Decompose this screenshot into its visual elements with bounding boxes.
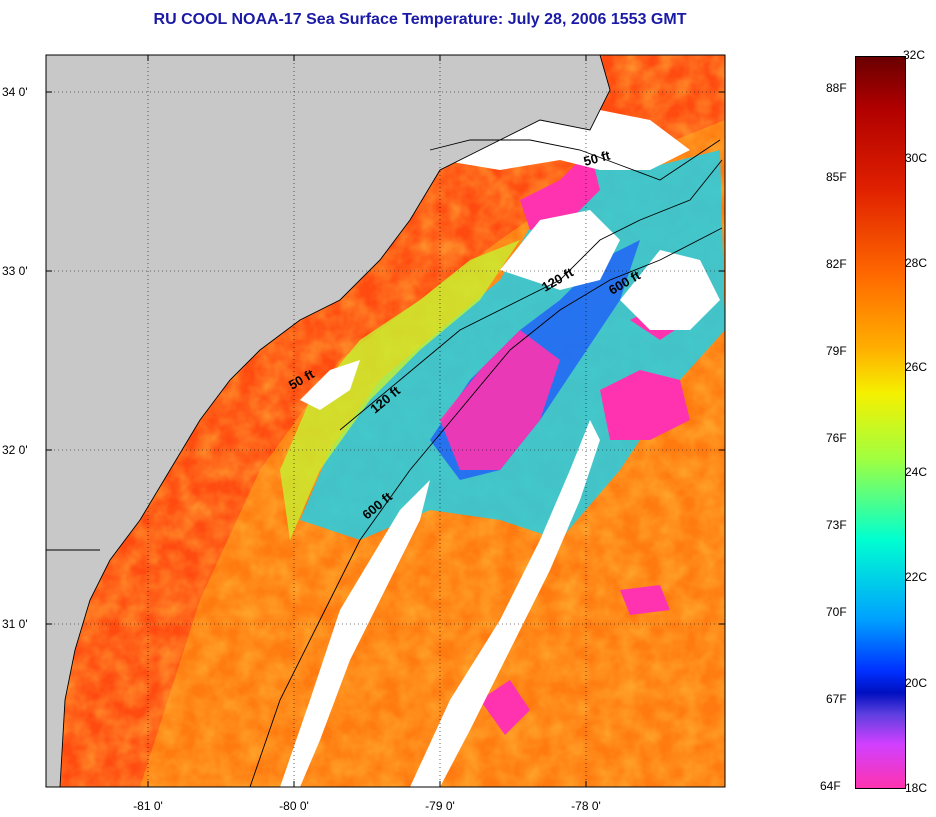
celsius-label: 30C <box>905 151 928 165</box>
latitude-label: 32 0' <box>2 443 28 457</box>
fahrenheit-label: 82F <box>826 257 847 271</box>
map-title: RU COOL NOAA-17 Sea Surface Temperature:… <box>153 11 687 28</box>
cloud-streak-long <box>410 420 600 787</box>
celsius-label: 32C <box>903 48 926 62</box>
longitude-label: -80 0' <box>279 799 309 813</box>
cold-patch-north <box>520 150 600 230</box>
isobath-120ft <box>339 159 723 431</box>
celsius-label: 26C <box>905 360 928 374</box>
cold-patch-south2 <box>620 585 670 615</box>
celsius-label: 20C <box>905 676 928 690</box>
isobath-50ft <box>429 139 721 181</box>
fahrenheit-label: 85F <box>826 170 847 184</box>
cloud-center <box>500 210 620 290</box>
celsius-label: 28C <box>905 256 928 270</box>
latitude-label: 33 0' <box>2 264 28 278</box>
fahrenheit-label: 64F <box>820 779 841 793</box>
celsius-label: 22C <box>905 570 928 584</box>
cloud-north <box>440 110 690 170</box>
tick-marks <box>46 55 725 787</box>
yellow-green-fringe <box>280 240 520 540</box>
fahrenheit-label: 88F <box>826 81 847 95</box>
longitude-label: -79 0' <box>425 799 455 813</box>
cloud-nearshore <box>300 360 360 410</box>
coastline <box>59 55 611 787</box>
latitude-label: 34 0' <box>2 85 28 99</box>
longitude-label: -78 0' <box>571 799 601 813</box>
fahrenheit-label: 73F <box>826 518 847 532</box>
celsius-label: 18C <box>905 781 928 795</box>
celsius-label: 24C <box>905 465 928 479</box>
cold-patch-east <box>600 370 690 440</box>
latitude-label: 31 0' <box>2 617 28 631</box>
temperature-colorbar <box>855 56 906 789</box>
map-frame <box>45 54 726 788</box>
isobath-600ft <box>249 227 723 787</box>
fahrenheit-label: 67F <box>826 692 847 706</box>
isobath-label: 50 ft <box>582 147 612 169</box>
fahrenheit-label: 79F <box>826 344 847 358</box>
fahrenheit-label: 70F <box>826 605 847 619</box>
cloud-streak-diagonal <box>280 480 430 787</box>
fahrenheit-label: 76F <box>826 431 847 445</box>
cloud-east <box>620 250 720 330</box>
longitude-label: -81 0' <box>133 799 163 813</box>
land-mass <box>46 55 610 787</box>
cold-patch-south <box>480 680 530 735</box>
cold-patch-center <box>440 330 560 470</box>
